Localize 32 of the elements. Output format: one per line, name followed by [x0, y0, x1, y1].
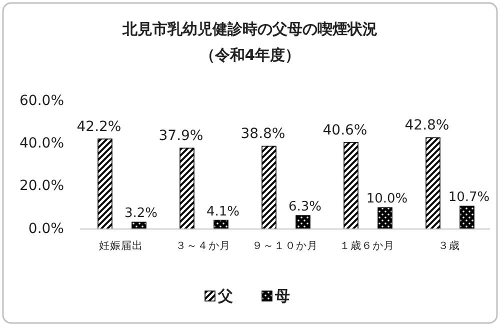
y-tick-label: 0.0%: [28, 220, 64, 237]
data-label: 42.8%: [404, 118, 450, 134]
data-label: 10.0%: [366, 192, 408, 207]
y-tick-label: 40.0%: [20, 135, 64, 152]
bar: [98, 138, 112, 230]
data-label: 40.6%: [322, 122, 368, 138]
bar: [426, 137, 440, 230]
x-tick-label: ９～１０か月: [252, 240, 318, 252]
bar: [460, 206, 474, 230]
data-label: 37.9%: [158, 128, 204, 144]
data-label: 42.2%: [76, 118, 122, 135]
data-label: 10.7%: [448, 190, 490, 206]
x-tick-label: 妊娠届出: [99, 239, 143, 252]
bar: [214, 220, 228, 230]
bar: [180, 148, 194, 230]
x-tick-label: １歳６か月: [340, 239, 394, 252]
bar: [378, 207, 392, 230]
x-tick-label: ３歳: [438, 239, 460, 252]
legend-label: 母: [274, 287, 290, 305]
x-tick-label: ３～４か月: [176, 240, 230, 252]
bar: [344, 142, 358, 230]
chart-title: 北見市乳幼児健診時の父母の喫煙状況: [122, 20, 378, 38]
bar: [262, 146, 276, 230]
bar: [296, 215, 310, 230]
legend-label: 父: [217, 287, 233, 305]
y-tick-label: 20.0%: [20, 178, 64, 194]
data-label: 4.1%: [206, 204, 240, 220]
chart-subtitle: （令和4年度）: [200, 46, 300, 64]
data-label: 3.2%: [124, 206, 158, 222]
data-label: 6.3%: [288, 200, 322, 215]
data-label: 38.8%: [240, 126, 286, 142]
y-tick-label: 60.0%: [20, 92, 64, 109]
